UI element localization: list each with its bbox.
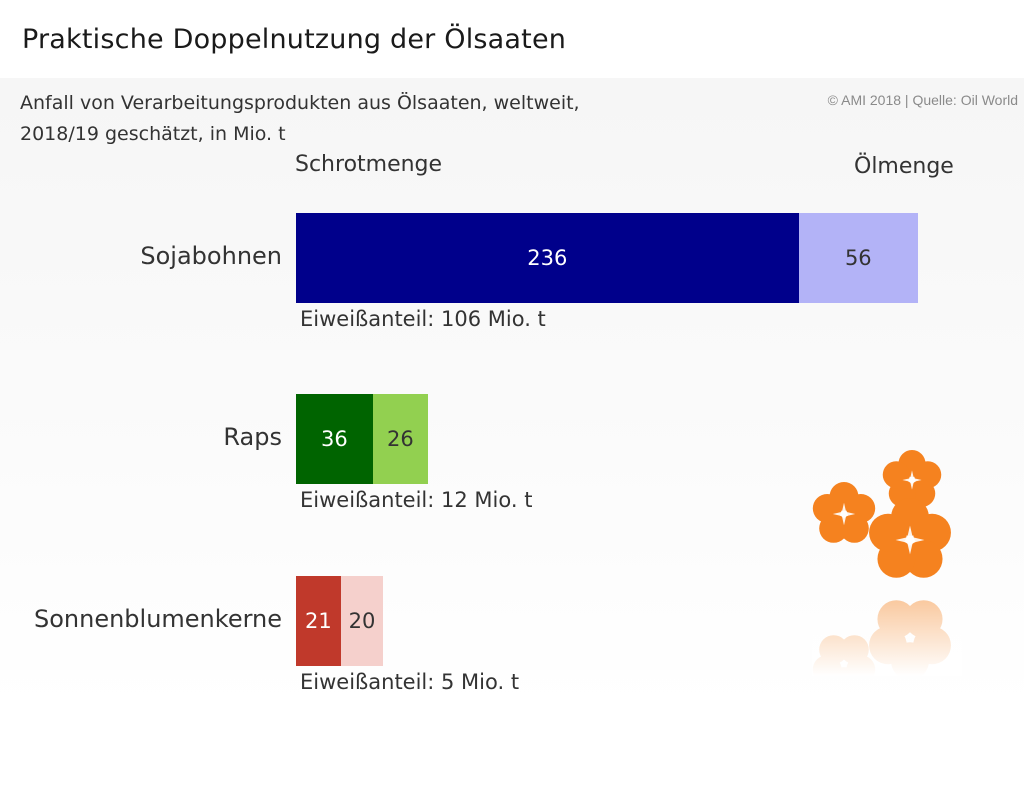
value-label-oil: 26: [386, 427, 414, 451]
flower-icon: [812, 450, 962, 676]
category-label: Raps: [223, 423, 282, 451]
bar-meal: 36: [296, 394, 373, 484]
bar-meal: 236: [296, 213, 799, 303]
bar-oil: 56: [798, 213, 918, 303]
protein-annotation: Eiweißanteil: 106 Mio. t: [300, 307, 546, 331]
bar-oil: 26: [372, 394, 429, 484]
source-credit: © AMI 2018 | Quelle: Oil World: [827, 92, 1018, 108]
chart-title: Praktische Doppelnutzung der Ölsaaten: [22, 24, 567, 55]
protein-annotation: Eiweißanteil: 5 Mio. t: [300, 670, 520, 694]
subtitle-line-1: Anfall von Verarbeitungsprodukten aus Öl…: [20, 92, 580, 114]
value-label-oil: 56: [844, 246, 872, 270]
category-label: Sonnenblumenkerne: [33, 605, 282, 633]
value-label-oil: 20: [348, 609, 376, 633]
value-label-meal: 21: [304, 609, 332, 633]
bar-meal: 21: [296, 576, 341, 666]
subtitle-line-2: 2018/19 geschätzt, in Mio. t: [20, 123, 286, 145]
value-label-meal: 36: [320, 427, 348, 451]
bar-oil: 20: [340, 576, 384, 666]
protein-annotation: Eiweißanteil: 12 Mio. t: [300, 488, 533, 512]
series-header-meal: Schrotmenge: [295, 152, 443, 177]
chart-subtitle: Anfall von Verarbeitungsprodukten aus Öl…: [20, 88, 660, 150]
category-label: Sojabohnen: [140, 242, 282, 270]
series-header-oil: Ölmenge: [854, 154, 954, 179]
value-label-meal: 236: [527, 246, 568, 270]
